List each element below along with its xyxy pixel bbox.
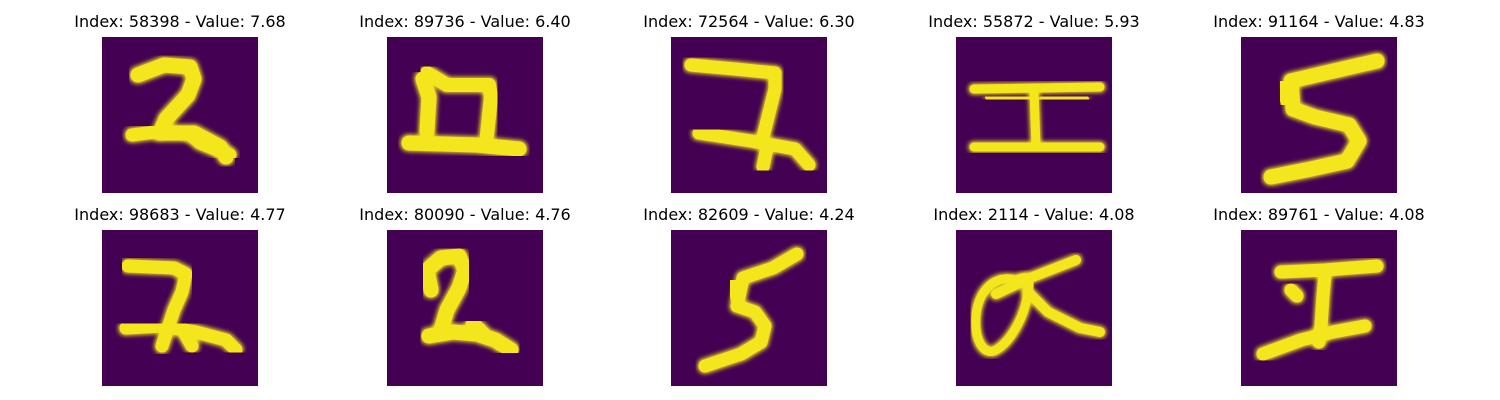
digit-2-icon xyxy=(102,37,258,193)
panel-title: Index: 58398 - Value: 7.68 xyxy=(74,12,286,31)
digit-2-hook-icon xyxy=(671,37,827,193)
panel-title: Index: 2114 - Value: 4.08 xyxy=(933,205,1135,224)
digit-5-icon xyxy=(671,230,827,386)
i-beam-icon xyxy=(956,37,1112,193)
panel-title: Index: 98683 - Value: 4.77 xyxy=(74,205,286,224)
digit-2-icon xyxy=(102,230,258,386)
panel-title: Index: 55872 - Value: 5.93 xyxy=(928,12,1140,31)
digit-5-icon xyxy=(1241,37,1397,193)
panel-title: Index: 89761 - Value: 4.08 xyxy=(1213,205,1425,224)
panel-title: Index: 91164 - Value: 4.83 xyxy=(1213,12,1425,31)
panel-title: Index: 89736 - Value: 6.40 xyxy=(359,12,571,31)
panel-title: Index: 82609 - Value: 4.24 xyxy=(643,205,855,224)
digit-2-slanted-icon xyxy=(1241,230,1397,386)
digit-2-flat-icon xyxy=(387,37,543,193)
alpha-loop-icon xyxy=(956,230,1112,386)
digit-2-loop-icon xyxy=(387,230,543,386)
panel-title: Index: 72564 - Value: 6.30 xyxy=(643,12,855,31)
panel-title: Index: 80090 - Value: 4.76 xyxy=(359,205,571,224)
